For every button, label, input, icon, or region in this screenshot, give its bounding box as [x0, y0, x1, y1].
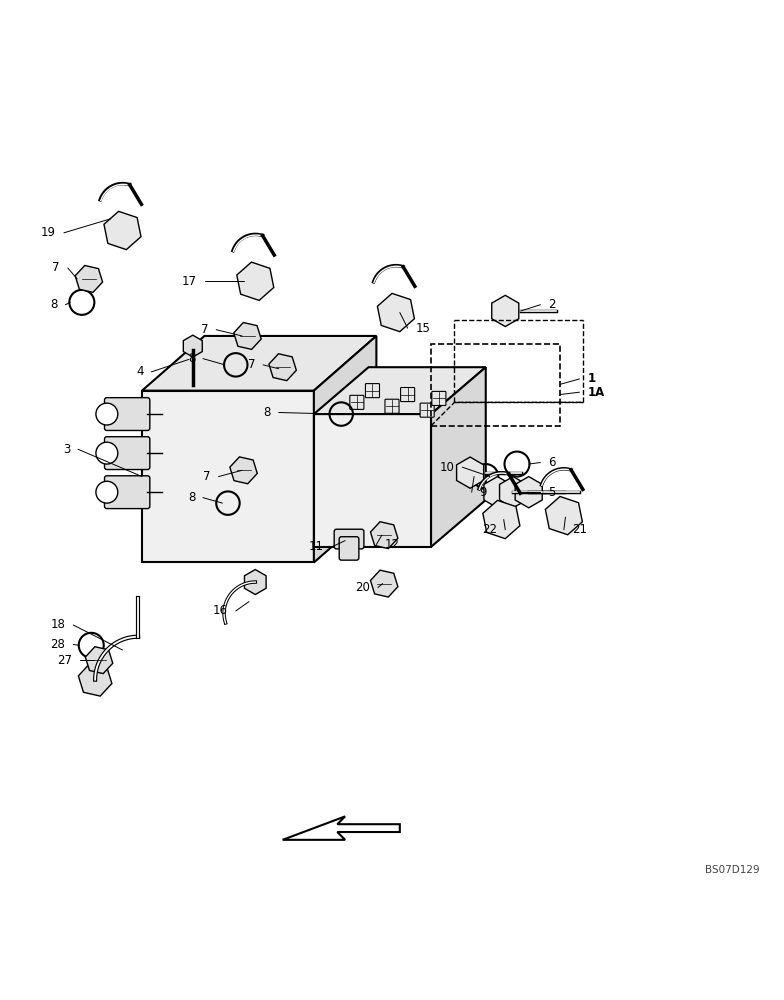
Text: 7: 7: [203, 470, 211, 483]
FancyBboxPatch shape: [104, 398, 150, 430]
Text: 1A: 1A: [587, 386, 604, 399]
Text: BS07D129: BS07D129: [705, 865, 759, 875]
Polygon shape: [314, 336, 376, 562]
Text: 11: 11: [309, 540, 324, 553]
Text: 8: 8: [187, 352, 195, 365]
Text: 20: 20: [355, 581, 370, 594]
Text: 9: 9: [480, 486, 487, 499]
Text: 27: 27: [56, 654, 71, 667]
Text: 17: 17: [182, 275, 197, 288]
Text: 22: 22: [482, 523, 498, 536]
Text: 6: 6: [548, 456, 556, 469]
Text: 3: 3: [63, 443, 70, 456]
Text: 8: 8: [50, 298, 58, 311]
FancyBboxPatch shape: [385, 399, 399, 413]
FancyBboxPatch shape: [104, 476, 150, 509]
Text: 16: 16: [213, 604, 228, 617]
Text: 18: 18: [51, 618, 65, 631]
Text: 4: 4: [136, 365, 143, 378]
Text: 10: 10: [440, 461, 455, 474]
Polygon shape: [314, 414, 431, 547]
FancyBboxPatch shape: [104, 437, 150, 470]
Text: 21: 21: [572, 523, 586, 536]
Text: 19: 19: [41, 226, 56, 239]
Text: 7: 7: [201, 323, 209, 336]
Text: 2: 2: [548, 298, 556, 311]
FancyBboxPatch shape: [432, 391, 446, 405]
Polygon shape: [431, 367, 486, 547]
Text: 8: 8: [187, 491, 195, 504]
FancyBboxPatch shape: [365, 384, 379, 398]
FancyBboxPatch shape: [339, 537, 359, 560]
Text: 7: 7: [53, 261, 60, 274]
Text: 1: 1: [587, 372, 595, 385]
Polygon shape: [282, 816, 400, 840]
FancyBboxPatch shape: [420, 403, 434, 417]
Circle shape: [96, 403, 118, 425]
Text: 15: 15: [416, 322, 430, 335]
Polygon shape: [142, 336, 376, 391]
FancyBboxPatch shape: [350, 395, 364, 409]
Circle shape: [96, 481, 118, 503]
Text: 28: 28: [51, 638, 65, 651]
FancyBboxPatch shape: [334, 529, 364, 549]
Polygon shape: [314, 367, 486, 414]
Text: 7: 7: [248, 358, 256, 371]
Text: 5: 5: [548, 486, 556, 499]
Circle shape: [96, 442, 118, 464]
Text: 8: 8: [263, 406, 271, 419]
Text: 12: 12: [384, 538, 399, 551]
FancyBboxPatch shape: [401, 388, 415, 402]
Polygon shape: [142, 391, 314, 562]
